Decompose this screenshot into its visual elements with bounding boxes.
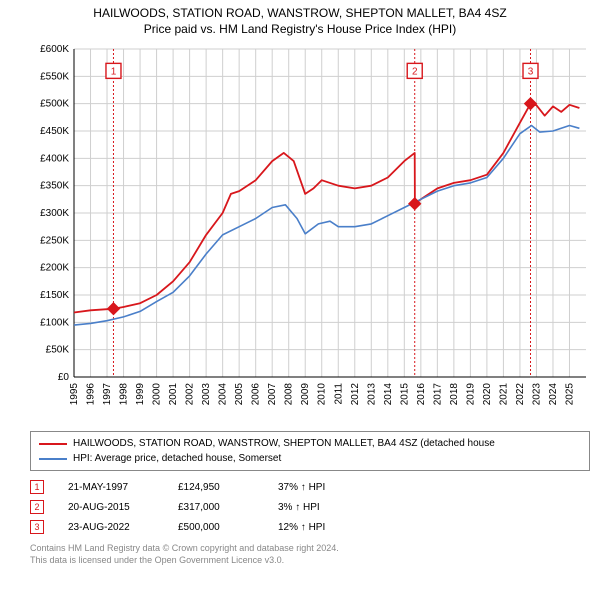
svg-text:£550K: £550K xyxy=(40,72,69,83)
legend-row-2: HPI: Average price, detached house, Some… xyxy=(39,451,581,466)
title-line-1: HAILWOODS, STATION ROAD, WANSTROW, SHEPT… xyxy=(10,6,590,22)
event-price-1: £124,950 xyxy=(178,482,278,493)
svg-text:2020: 2020 xyxy=(482,383,493,406)
svg-text:1996: 1996 xyxy=(86,383,97,406)
footnote-line-2: This data is licensed under the Open Gov… xyxy=(30,555,590,567)
legend-box: HAILWOODS, STATION ROAD, WANSTROW, SHEPT… xyxy=(30,431,590,471)
svg-text:2006: 2006 xyxy=(251,383,262,406)
chart-area: £0 £50K £100K £150K £200K £250K £300K £350K £400… xyxy=(30,43,590,423)
svg-text:2007: 2007 xyxy=(267,383,278,406)
svg-text:2001: 2001 xyxy=(168,383,179,406)
event-price-3: £500,000 xyxy=(178,522,278,533)
svg-text:£0: £0 xyxy=(58,372,70,383)
svg-text:2: 2 xyxy=(412,67,418,78)
events-table: 1 21-MAY-1997 £124,950 37% ↑ HPI 2 20-AU… xyxy=(30,477,590,537)
svg-text:1995: 1995 xyxy=(69,383,80,406)
svg-text:2017: 2017 xyxy=(432,383,443,406)
svg-text:2023: 2023 xyxy=(531,383,542,406)
legend-label-1: HAILWOODS, STATION ROAD, WANSTROW, SHEPT… xyxy=(73,436,495,451)
svg-text:2025: 2025 xyxy=(564,383,575,406)
event-pct-1: 37% ↑ HPI xyxy=(278,482,388,493)
event-num-1: 1 xyxy=(30,480,44,494)
svg-text:1999: 1999 xyxy=(135,383,146,406)
svg-text:£150K: £150K xyxy=(40,290,69,301)
event-date-2: 20-AUG-2015 xyxy=(68,502,178,513)
event-num-2: 2 xyxy=(30,500,44,514)
svg-text:2004: 2004 xyxy=(218,383,229,406)
event-price-2: £317,000 xyxy=(178,502,278,513)
svg-text:£50K: £50K xyxy=(46,345,70,356)
svg-text:2008: 2008 xyxy=(284,383,295,406)
svg-text:2016: 2016 xyxy=(416,383,427,406)
chart-title-block: HAILWOODS, STATION ROAD, WANSTROW, SHEPT… xyxy=(0,0,600,39)
event-row-2: 2 20-AUG-2015 £317,000 3% ↑ HPI xyxy=(30,497,590,517)
svg-text:2013: 2013 xyxy=(366,383,377,406)
svg-text:£100K: £100K xyxy=(40,318,69,329)
svg-text:£250K: £250K xyxy=(40,236,69,247)
svg-text:2010: 2010 xyxy=(317,383,328,406)
svg-text:1997: 1997 xyxy=(102,383,113,406)
svg-text:£300K: £300K xyxy=(40,208,69,219)
svg-text:2018: 2018 xyxy=(449,383,460,406)
svg-text:2009: 2009 xyxy=(300,383,311,406)
svg-text:2005: 2005 xyxy=(234,383,245,406)
legend-swatch-2 xyxy=(39,458,67,460)
title-line-2: Price paid vs. HM Land Registry's House … xyxy=(10,22,590,38)
svg-text:£600K: £600K xyxy=(40,44,69,55)
event-pct-2: 3% ↑ HPI xyxy=(278,502,388,513)
svg-text:2024: 2024 xyxy=(548,383,559,406)
svg-text:2015: 2015 xyxy=(399,383,410,406)
svg-text:£450K: £450K xyxy=(40,126,69,137)
svg-text:£400K: £400K xyxy=(40,154,69,165)
svg-text:1: 1 xyxy=(111,67,117,78)
svg-text:2012: 2012 xyxy=(350,383,361,406)
event-date-1: 21-MAY-1997 xyxy=(68,482,178,493)
svg-text:2021: 2021 xyxy=(498,383,509,406)
svg-text:2014: 2014 xyxy=(383,383,394,406)
legend-label-2: HPI: Average price, detached house, Some… xyxy=(73,451,281,466)
svg-text:1998: 1998 xyxy=(119,383,130,406)
svg-text:£350K: £350K xyxy=(40,181,69,192)
svg-text:2019: 2019 xyxy=(465,383,476,406)
footnote: Contains HM Land Registry data © Crown c… xyxy=(30,543,590,566)
event-row-3: 3 23-AUG-2022 £500,000 12% ↑ HPI xyxy=(30,517,590,537)
svg-text:2011: 2011 xyxy=(333,383,344,405)
svg-text:£500K: £500K xyxy=(40,99,69,110)
legend-swatch-1 xyxy=(39,443,67,445)
event-pct-3: 12% ↑ HPI xyxy=(278,522,388,533)
svg-text:3: 3 xyxy=(528,67,534,78)
svg-text:2000: 2000 xyxy=(152,383,163,406)
svg-text:2022: 2022 xyxy=(515,383,526,406)
footnote-line-1: Contains HM Land Registry data © Crown c… xyxy=(30,543,590,555)
chart-svg: £0 £50K £100K £150K £200K £250K £300K £350K £400… xyxy=(30,43,590,423)
event-date-3: 23-AUG-2022 xyxy=(68,522,178,533)
event-num-3: 3 xyxy=(30,520,44,534)
svg-text:2003: 2003 xyxy=(201,383,212,406)
svg-text:£200K: £200K xyxy=(40,263,69,274)
svg-text:2002: 2002 xyxy=(185,383,196,406)
legend-row-1: HAILWOODS, STATION ROAD, WANSTROW, SHEPT… xyxy=(39,436,581,451)
event-row-1: 1 21-MAY-1997 £124,950 37% ↑ HPI xyxy=(30,477,590,497)
